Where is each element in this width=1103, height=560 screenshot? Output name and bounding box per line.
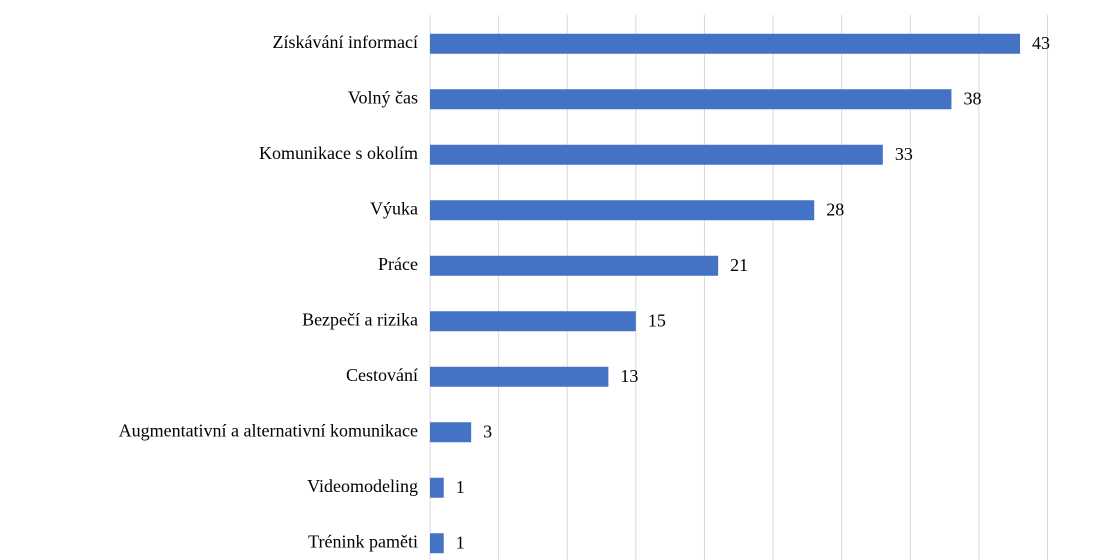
value-label: 43 <box>1032 33 1050 53</box>
y-tick-label: Videomodeling <box>307 476 418 496</box>
value-label: 1 <box>456 532 465 552</box>
value-label: 21 <box>730 255 748 275</box>
bar <box>430 533 444 554</box>
value-label: 3 <box>483 421 492 441</box>
y-tick-label: Trénink paměti <box>308 531 418 551</box>
bar <box>430 255 719 276</box>
y-tick-label: Volný čas <box>348 87 418 107</box>
bar <box>430 477 444 498</box>
bar <box>430 200 815 221</box>
value-label: 1 <box>456 477 465 497</box>
value-label: 28 <box>826 199 844 219</box>
y-tick-label: Bezpečí a rizika <box>302 309 418 329</box>
value-label: 38 <box>963 88 981 108</box>
y-tick-label: Cestování <box>346 365 418 385</box>
value-label: 33 <box>895 144 913 164</box>
value-label: 13 <box>620 366 638 386</box>
value-label: 15 <box>648 310 666 330</box>
bar <box>430 366 609 387</box>
y-tick-label: Komunikace s okolím <box>259 143 418 163</box>
y-tick-label: Získávání informací <box>273 32 418 52</box>
bar <box>430 311 636 332</box>
y-tick-label: Výuka <box>370 198 418 218</box>
y-tick-label: Práce <box>378 254 418 274</box>
bar <box>430 89 952 110</box>
bar <box>430 422 472 443</box>
y-tick-label: Augmentativní a alternativní komunikace <box>119 420 418 440</box>
bar <box>430 33 1021 54</box>
bar <box>430 144 883 165</box>
